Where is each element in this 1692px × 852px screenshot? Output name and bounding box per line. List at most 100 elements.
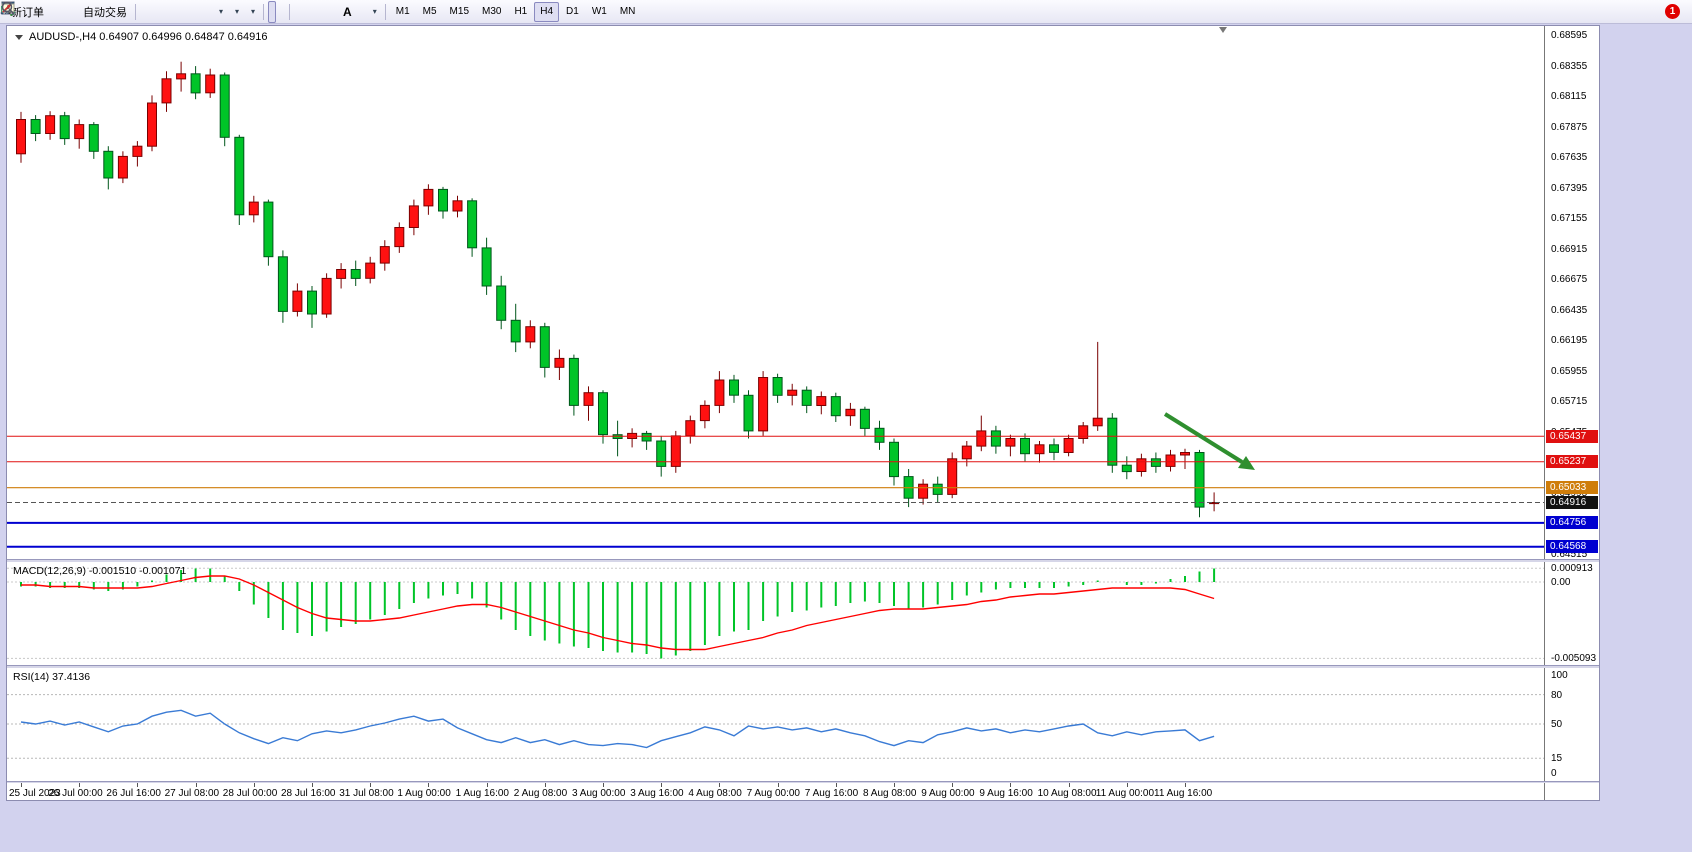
candle[interactable] bbox=[990, 430, 1001, 447]
candle[interactable] bbox=[1180, 452, 1190, 456]
candle[interactable] bbox=[1078, 425, 1089, 439]
candle[interactable] bbox=[1049, 444, 1059, 453]
candle[interactable] bbox=[641, 432, 652, 442]
candle[interactable] bbox=[1209, 502, 1220, 505]
horizontal-line-button[interactable] bbox=[2, 1, 311, 23]
candle[interactable] bbox=[743, 394, 754, 432]
candle[interactable] bbox=[1165, 454, 1176, 467]
candle[interactable] bbox=[438, 188, 448, 212]
candle[interactable] bbox=[539, 326, 550, 368]
candle[interactable] bbox=[147, 102, 157, 147]
candle[interactable] bbox=[1020, 438, 1030, 455]
zoom-out-button[interactable] bbox=[1, 1, 184, 23]
candle[interactable] bbox=[656, 440, 667, 467]
candle[interactable] bbox=[1136, 458, 1147, 472]
channel-button[interactable] bbox=[1, 1, 329, 23]
candle[interactable] bbox=[598, 392, 608, 436]
candle[interactable] bbox=[307, 290, 317, 315]
panel-separator[interactable] bbox=[7, 559, 1599, 562]
candle[interactable] bbox=[176, 73, 187, 80]
trendline-button[interactable] bbox=[0, 1, 320, 23]
candle[interactable] bbox=[59, 115, 70, 140]
time-axis[interactable]: 25 Jul 2023 26 Jul 00:00 26 Jul 16:00 27 Ju… bbox=[7, 783, 1544, 800]
vertical-line-button[interactable] bbox=[7, 1, 302, 23]
candle[interactable] bbox=[467, 200, 478, 249]
candle[interactable] bbox=[1063, 438, 1074, 453]
candle[interactable] bbox=[248, 201, 259, 216]
rsi-panel[interactable]: RSI(14) 37.4136 bbox=[7, 668, 1544, 781]
price-scale[interactable]: 0.68595 0.68355 0.68115 0.67875 0.67635 0.673… bbox=[1544, 26, 1599, 800]
candle[interactable] bbox=[947, 458, 958, 495]
candle[interactable] bbox=[976, 430, 987, 447]
candle[interactable] bbox=[452, 200, 463, 212]
candle[interactable] bbox=[1150, 458, 1161, 467]
candle[interactable] bbox=[219, 74, 230, 138]
autotrade-button[interactable]: 自动交易 bbox=[1, 1, 131, 23]
candle[interactable] bbox=[874, 427, 885, 443]
candle[interactable] bbox=[801, 389, 812, 406]
tab-timeframe-w1[interactable]: W1 bbox=[591, 6, 607, 17]
periods-button[interactable]: ▾ bbox=[1, 1, 243, 23]
panel-separator[interactable] bbox=[7, 781, 1599, 783]
candle[interactable] bbox=[88, 124, 99, 152]
candlestick-button[interactable] bbox=[2, 1, 157, 23]
candle[interactable] bbox=[510, 319, 521, 343]
candle[interactable] bbox=[554, 357, 565, 368]
chart-menu-icon[interactable] bbox=[15, 34, 23, 40]
fibonacci-button[interactable] bbox=[2, 1, 338, 23]
terminal-button[interactable] bbox=[2, 1, 75, 23]
candle[interactable] bbox=[205, 74, 216, 94]
candle[interactable] bbox=[263, 201, 274, 258]
candle[interactable] bbox=[408, 205, 419, 228]
candle[interactable] bbox=[394, 227, 405, 248]
candles-layer[interactable] bbox=[7, 26, 1544, 559]
tab-timeframe-h4[interactable]: H4 bbox=[534, 1, 560, 22]
line-chart-button[interactable] bbox=[1, 1, 166, 23]
candle[interactable] bbox=[932, 483, 943, 495]
tab-timeframe-d1[interactable]: D1 bbox=[566, 6, 579, 17]
candle[interactable] bbox=[1121, 464, 1132, 473]
macd-panel[interactable]: MACD(12,26,9) -0.001510 -0.001071 bbox=[7, 562, 1544, 665]
candle[interactable] bbox=[117, 155, 128, 179]
tab-timeframe-m15[interactable]: M15 bbox=[449, 6, 469, 17]
candle[interactable] bbox=[16, 119, 26, 155]
candle[interactable] bbox=[350, 269, 361, 279]
candle[interactable] bbox=[1194, 452, 1205, 508]
candle[interactable] bbox=[423, 188, 434, 207]
candle[interactable] bbox=[816, 396, 827, 407]
candle[interactable] bbox=[918, 483, 929, 499]
candle[interactable] bbox=[729, 379, 739, 396]
candle[interactable] bbox=[758, 377, 769, 432]
candle[interactable] bbox=[321, 277, 332, 315]
candle[interactable] bbox=[699, 404, 710, 422]
tab-timeframe-h1[interactable]: H1 bbox=[514, 6, 528, 17]
candle[interactable] bbox=[889, 441, 899, 478]
text-button[interactable]: A bbox=[339, 1, 356, 23]
templates-button[interactable]: ▾ bbox=[2, 1, 259, 23]
price-chart[interactable]: AUDUSD-,H4 0.64907 0.64996 0.64847 0.649… bbox=[7, 26, 1544, 559]
candle[interactable] bbox=[161, 78, 172, 104]
candle[interactable] bbox=[103, 150, 114, 179]
candle[interactable] bbox=[336, 269, 347, 279]
candle[interactable] bbox=[1034, 444, 1045, 455]
crosshair-button[interactable] bbox=[2, 1, 285, 23]
candle[interactable] bbox=[481, 247, 492, 287]
candle[interactable] bbox=[132, 145, 143, 157]
tile-windows-button[interactable] bbox=[1, 1, 193, 23]
panel-separator[interactable] bbox=[7, 665, 1599, 668]
candle[interactable] bbox=[714, 379, 725, 406]
candle[interactable] bbox=[525, 326, 536, 343]
tab-timeframe-m1[interactable]: M1 bbox=[395, 6, 410, 17]
label-button[interactable]: A bbox=[1, 1, 365, 23]
chart-shift-marker[interactable] bbox=[1219, 27, 1227, 33]
candle[interactable] bbox=[1092, 417, 1103, 427]
chart-shift-button[interactable] bbox=[2, 1, 211, 23]
candle[interactable] bbox=[772, 377, 783, 396]
tab-timeframe-mn[interactable]: MN bbox=[619, 6, 636, 17]
candle[interactable] bbox=[685, 420, 696, 437]
candle[interactable] bbox=[845, 408, 856, 417]
candle[interactable] bbox=[45, 115, 56, 134]
zoom-in-button[interactable] bbox=[1, 1, 175, 23]
metaeditor-button[interactable] bbox=[1, 1, 57, 23]
navigator-button[interactable] bbox=[2, 1, 66, 23]
